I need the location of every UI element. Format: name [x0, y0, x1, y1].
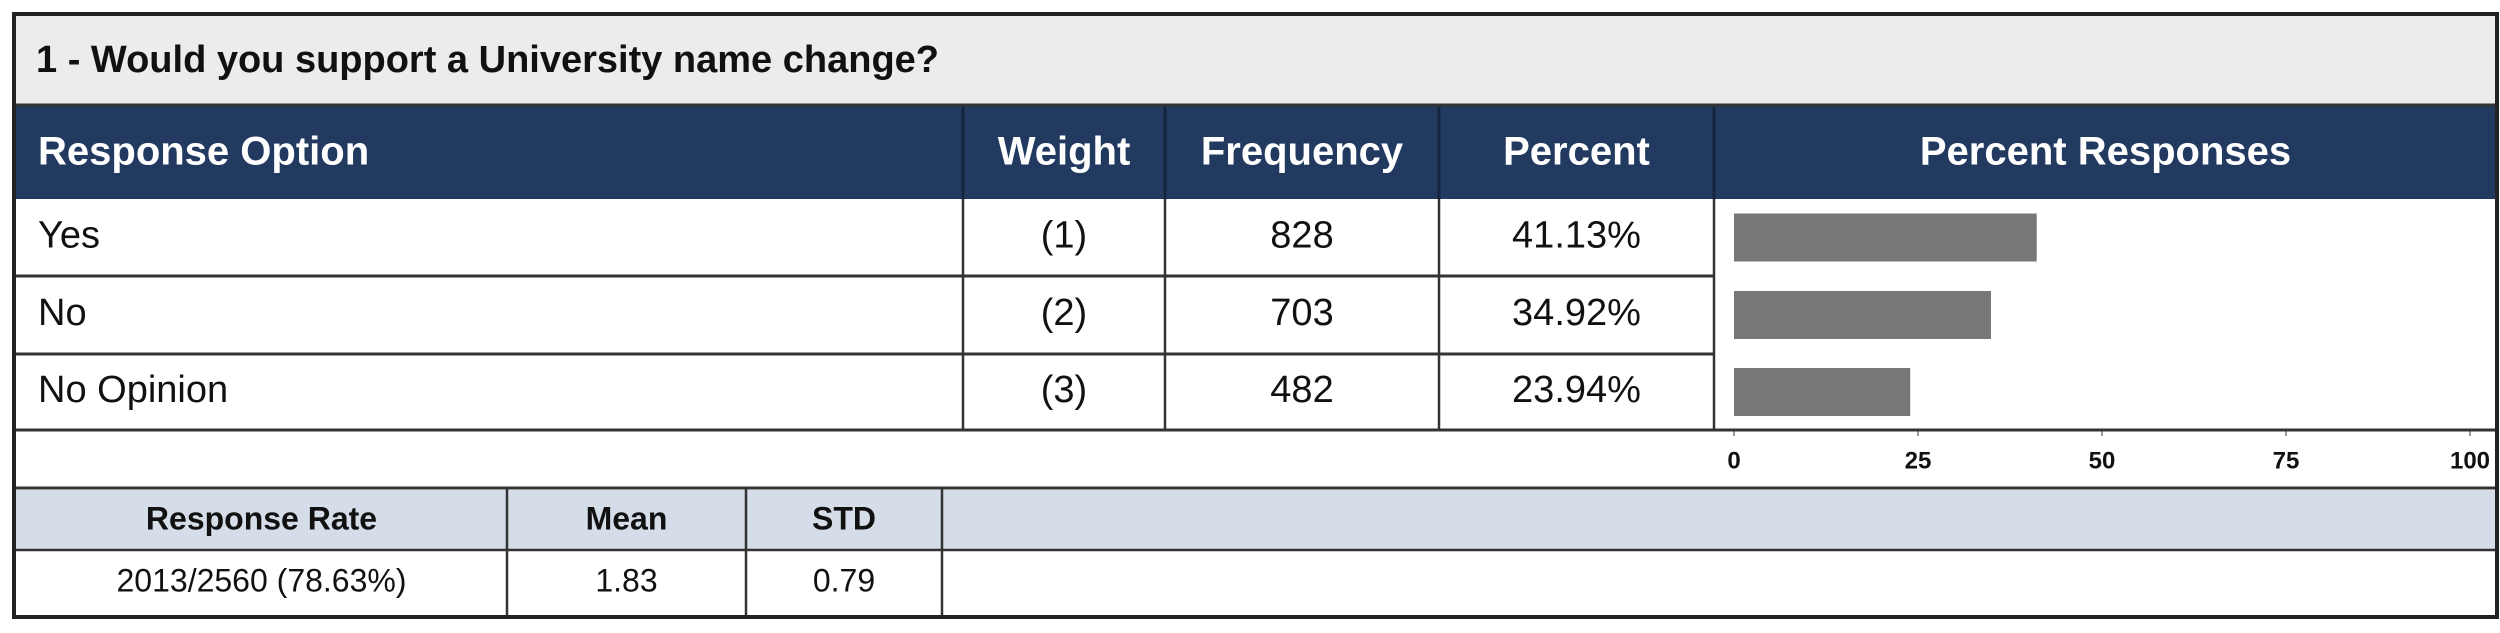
summary-value: 2013/2560 (78.63%)	[117, 562, 407, 598]
x-tick-label: 25	[1905, 447, 1932, 474]
frequency: 703	[1270, 292, 1333, 334]
percent-bar	[1734, 368, 1911, 416]
response-option: No	[38, 292, 87, 334]
frequency: 482	[1270, 369, 1333, 411]
column-header: Weight	[998, 130, 1131, 174]
header-bar	[16, 105, 2497, 199]
summary-header: Mean	[586, 500, 668, 536]
weight: (1)	[1041, 215, 1087, 257]
column-header: Frequency	[1201, 130, 1404, 174]
frequency: 828	[1270, 215, 1333, 257]
weight: (3)	[1041, 369, 1087, 411]
outer-border	[12, 12, 2499, 619]
summary-header-bar	[16, 490, 2497, 550]
column-header: Percent Responses	[1920, 130, 2291, 174]
percent-bar	[1734, 213, 2037, 262]
response-option: Yes	[38, 215, 100, 257]
summary-value: 1.83	[595, 562, 657, 598]
weight: (2)	[1041, 292, 1087, 334]
summary-header: STD	[812, 500, 876, 536]
title-bar	[16, 14, 2497, 105]
percent: 23.94%	[1512, 369, 1641, 411]
response-option: No Opinion	[38, 369, 228, 411]
column-header: Response Option	[38, 130, 369, 174]
percent: 41.13%	[1512, 215, 1641, 257]
x-tick-label: 50	[2089, 447, 2116, 474]
question-title: 1 - Would you support a University name …	[36, 39, 939, 81]
percent-bar	[1734, 291, 1992, 339]
x-tick-label: 0	[1727, 447, 1740, 474]
x-tick-label: 75	[2273, 447, 2300, 474]
summary-header: Response Rate	[146, 500, 377, 536]
column-header: Percent	[1503, 130, 1650, 174]
percent: 34.92%	[1512, 292, 1641, 334]
x-tick-label: 100	[2450, 447, 2490, 474]
summary-value: 0.79	[813, 562, 875, 598]
